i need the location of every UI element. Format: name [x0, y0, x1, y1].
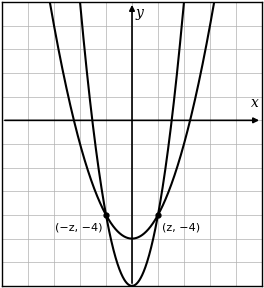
- Text: (−z, −4): (−z, −4): [55, 222, 102, 232]
- Text: y: y: [136, 6, 144, 20]
- Text: x: x: [251, 96, 259, 110]
- Text: (z, −4): (z, −4): [162, 222, 200, 232]
